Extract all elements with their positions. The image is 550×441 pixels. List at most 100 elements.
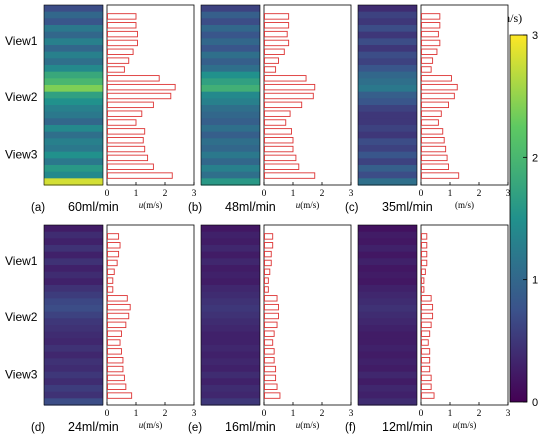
x-tick-label: 2 [320,409,325,419]
bar [421,128,444,135]
panel-label: (f) [345,422,356,434]
bar [421,101,449,109]
x-axis-label: u(m/s) [296,420,320,430]
heatmap-row [358,378,417,386]
view-label: View3 [5,147,38,161]
heatmap-row [358,278,417,286]
x-tick-label: 0 [105,409,110,419]
heatmap-row [358,31,417,39]
heatmap-row [44,65,103,73]
heatmap-row [201,78,260,86]
bar [107,365,124,373]
bar [421,75,452,82]
heatmap-row [358,165,417,173]
heatmap-row [44,325,103,333]
colorbar-ticks: 0 1 2 3 [523,30,538,409]
bar [264,277,269,284]
heatmap-row [44,398,103,406]
bar [421,250,428,258]
heatmap-row [201,351,260,359]
heatmap-row [201,171,260,179]
heatmap-row [358,91,417,99]
bar-plot: 0 1 2 3 u(m/s) [262,224,354,430]
heatmap-frame [357,4,418,186]
bar [421,339,429,346]
x-axis-label-var: u [139,200,144,210]
heatmap-frame [43,4,104,186]
x-axis-label-unit: (m/s) [300,420,319,430]
bar [107,348,122,355]
x-tick-label: 3 [349,189,354,199]
panel-e: 0 1 2 3 u(m/s) (e) 16ml/min [188,224,354,434]
bar-plot: 0 1 2 3 u(m/s) [105,4,197,210]
bar-plot: 0 1 2 3 u(m/s) [262,4,354,210]
heatmap-row [44,85,103,93]
heatmap-row [201,238,260,246]
panel-f: 0 1 2 3 u(m/s) (f) 12ml/min [345,224,511,434]
heatmap-row [201,285,260,293]
heatmap-frame [357,224,418,406]
heatmap-row [201,158,260,166]
x-axis-label-var: u [139,420,144,430]
bar [264,137,294,144]
heatmap-row [44,31,103,39]
bar [264,48,285,55]
heatmap-row [358,265,417,273]
heatmap-row [44,371,103,379]
heatmap-row [358,178,417,186]
heatmap-row [358,105,417,113]
colorbar-tick-label: 3 [532,30,538,42]
heatmap-row [358,331,417,339]
heatmap-row [358,318,417,326]
bar [421,22,441,29]
heatmap-frame [200,4,261,186]
heatmap-row [358,238,417,246]
x-tick-label: 2 [477,409,482,419]
heatmap-row [44,391,103,399]
heatmap-row [201,398,260,406]
x-axis-label-var: u [453,420,458,430]
bar [107,48,134,55]
bar [107,277,114,284]
heatmap-row [358,231,417,239]
heatmap-row [201,358,260,366]
heatmap-row [44,171,103,179]
heatmap-row [358,291,417,299]
heatmap-row [201,365,260,373]
bar [421,30,439,38]
x-tick-label: 3 [192,409,197,419]
plot-frame [420,224,509,406]
heatmap-row [358,11,417,19]
flow-rate-label: 60ml/min [68,200,119,214]
bar [264,128,292,135]
heatmap-row [201,338,260,346]
heatmap-row [201,65,260,73]
x-axis-label: u(m/s) [139,200,163,210]
x-tick-label: 0 [262,189,267,199]
heatmap-row [358,45,417,53]
heatmap-row [201,58,260,66]
bar [264,233,274,240]
bar [421,259,428,267]
bar [264,259,272,267]
x-tick-label: 1 [448,409,453,419]
heatmap-row [44,311,103,319]
bar [421,303,434,311]
heatmap-row [358,18,417,26]
bar [264,242,274,249]
view-label: View2 [5,90,38,104]
heatmap-row [358,98,417,106]
bar [421,172,460,179]
bar [421,92,455,100]
bar [264,357,275,364]
bar [421,83,458,91]
heatmap-row [44,291,103,299]
panel-c: 0 1 2 3 (m/s) (c) 35ml/min [345,4,511,214]
heatmap-row [201,145,260,153]
panel-a: 0 1 2 3 u(m/s) (a) 60ml/min View1 View2 View3 [5,4,197,214]
heatmap-row [44,265,103,273]
bar [264,92,314,100]
bar [107,39,138,47]
bar [264,154,297,162]
bar [264,57,279,64]
